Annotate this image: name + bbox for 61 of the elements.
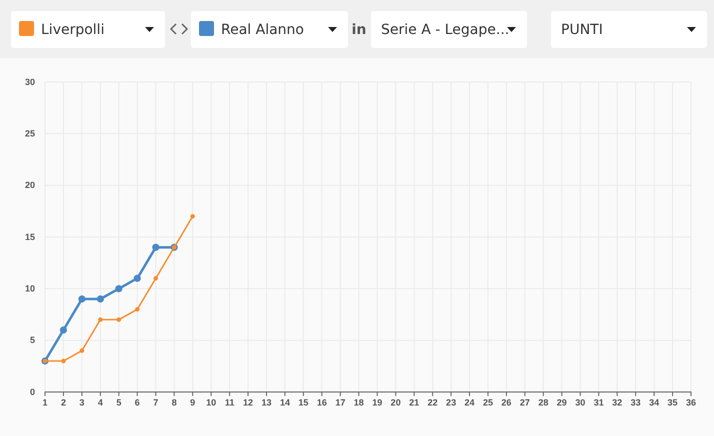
point: [134, 274, 141, 282]
point: [152, 244, 160, 251]
x-tick-label: 27: [520, 397, 530, 408]
x-tick-label: 6: [134, 397, 140, 408]
x-tick-label: 5: [116, 397, 122, 408]
x-tick-label: 8: [172, 397, 177, 408]
y-tick-label: 5: [30, 335, 35, 346]
x-tick-label: 34: [649, 397, 660, 408]
x-tick-label: 29: [556, 397, 567, 408]
x-tick-label: 19: [372, 397, 382, 408]
x-tick-label: 25: [482, 397, 493, 408]
x-tick-label: 30: [575, 397, 586, 408]
y-tick-label: 20: [24, 180, 35, 190]
y-tick-label: 30: [24, 76, 35, 87]
x-tick-label: 12: [243, 397, 254, 408]
x-tick-label: 31: [594, 397, 604, 408]
x-tick-label: 15: [298, 397, 308, 408]
point: [115, 285, 122, 292]
x-tick-label: 18: [354, 397, 364, 408]
x-tick-label: 7: [153, 397, 158, 408]
x-tick-label: 11: [224, 397, 234, 408]
x-tick-label: 10: [206, 397, 216, 408]
x-tick-label: 14: [280, 397, 290, 408]
legend-label: Real Alanno: [221, 22, 304, 38]
legend-label: Liverpolli: [41, 22, 104, 38]
x-tick-label: 3: [79, 397, 84, 408]
text: Serie A - Legape...: [381, 22, 510, 38]
point: [116, 317, 122, 322]
x-tick-label: 23: [446, 397, 456, 408]
x-tick-label: 13: [261, 397, 272, 408]
x-tick-label: 4: [98, 397, 103, 408]
x-tick-label: 17: [335, 397, 346, 408]
point: [80, 348, 84, 353]
y-tick-label: 25: [24, 128, 35, 139]
x-tick-label: 32: [612, 397, 622, 408]
x-tick-label: 35: [668, 397, 678, 408]
x-tick-label: 2: [60, 397, 66, 408]
point: [61, 358, 66, 364]
text: in: [352, 22, 366, 38]
x-tick-label: 26: [501, 397, 512, 408]
x-tick-label: 9: [190, 397, 196, 408]
point: [98, 317, 103, 322]
point: [78, 295, 86, 303]
x-tick-label: 16: [316, 397, 327, 408]
x-tick-label: 22: [428, 397, 438, 408]
x-tick-label: 21: [409, 397, 420, 408]
x-tick-label: 20: [390, 397, 401, 408]
point: [190, 214, 195, 219]
x-tick-label: 36: [686, 397, 696, 408]
point: [60, 326, 68, 334]
x-tick-label: 28: [538, 397, 548, 408]
x-tick-label: 24: [464, 397, 475, 408]
y-tick-label: 10: [24, 284, 35, 294]
y-tick-label: 0: [30, 386, 35, 397]
point: [153, 276, 158, 281]
text: PUNTI: [561, 22, 603, 38]
x-tick-label: 33: [630, 397, 641, 408]
x-tick-label: 1: [42, 397, 48, 408]
point: [96, 295, 104, 303]
y-tick-label: 15: [24, 232, 35, 242]
point: [135, 307, 140, 312]
